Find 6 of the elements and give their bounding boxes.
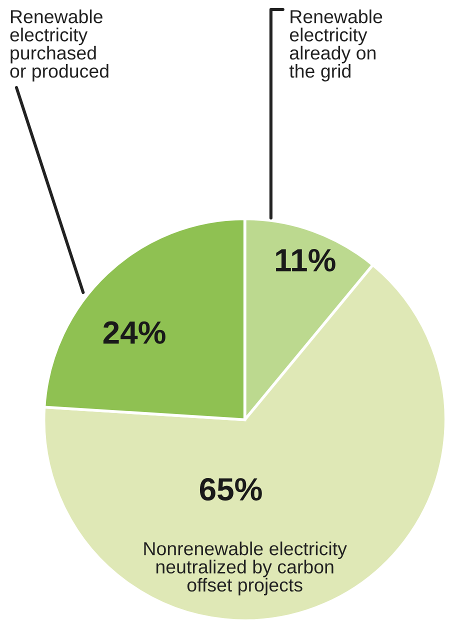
slice-label: Renewable electricity purchased or produced <box>10 10 108 82</box>
data-label: 24% <box>103 321 166 344</box>
slice-label: Renewable electricity already on the grid <box>289 10 382 82</box>
data-label: 11% <box>276 249 336 272</box>
slice-label: Nonrenewable electricity neutralized by carbon offset projects <box>144 542 347 596</box>
data-label: 65% <box>200 478 262 501</box>
